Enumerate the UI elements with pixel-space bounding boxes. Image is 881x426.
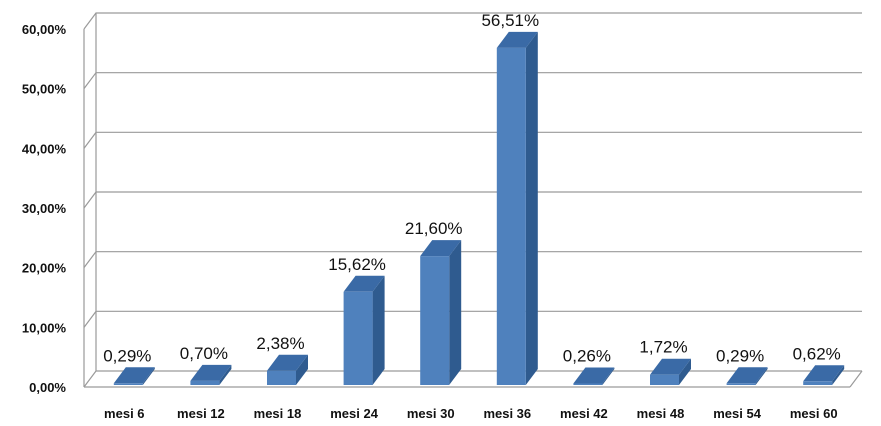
data-label: 0,70% (180, 344, 228, 363)
x-tick-label: mesi 18 (254, 406, 302, 421)
bar (573, 367, 615, 385)
gridline (83, 131, 862, 149)
bar (113, 367, 155, 385)
data-label: 1,72% (639, 338, 687, 357)
y-tick-label: 50,00% (22, 82, 67, 97)
bar-top (113, 367, 155, 384)
bar-side (755, 367, 768, 385)
x-tick-label: mesi 6 (104, 406, 144, 421)
x-tick-label: mesi 36 (483, 406, 531, 421)
gridline (83, 12, 862, 30)
bar-side (679, 358, 691, 385)
data-label: 21,60% (405, 219, 463, 238)
gridline (83, 310, 862, 328)
data-label: 0,62% (793, 344, 841, 363)
y-axis: 0,00% 10,00% 20,00% 30,00% 40,00% 50,00% 60,00… (22, 22, 67, 395)
gridline (83, 72, 862, 90)
floor-side-edge (849, 370, 863, 388)
bar (420, 240, 462, 385)
bar-side (219, 364, 232, 385)
bar-front (267, 370, 296, 385)
labels-layer: 0,29% mesi 6 0,70% mesi 12 2,38% mesi 18 15,62… (103, 11, 841, 421)
x-tick-label: mesi 12 (177, 406, 225, 421)
x-tick-label: mesi 54 (713, 406, 761, 421)
bar-front (803, 381, 833, 385)
grid-layer (83, 12, 863, 388)
y-tick-label: 40,00% (22, 141, 67, 156)
bar-side (296, 354, 308, 385)
gridline (83, 191, 862, 209)
data-label: 56,51% (481, 11, 539, 30)
bar-front (573, 383, 603, 385)
bar-top (496, 31, 538, 48)
x-tick-label: mesi 42 (560, 406, 608, 421)
y-tick-label: 30,00% (22, 201, 67, 216)
gridline (83, 251, 862, 269)
bar-top (726, 367, 768, 384)
data-label: 15,62% (328, 255, 386, 274)
x-tick-label: mesi 30 (407, 406, 455, 421)
bar-front (343, 291, 373, 385)
y-tick-label: 20,00% (22, 261, 67, 276)
bar (343, 275, 385, 385)
bar-side (449, 240, 462, 385)
bar-front (420, 256, 450, 385)
y-tick-label: 60,00% (22, 22, 67, 37)
x-tick-label: mesi 24 (330, 406, 378, 421)
data-label: 0,29% (716, 346, 764, 365)
bar-side (142, 367, 155, 385)
x-tick-label: mesi 60 (790, 406, 838, 421)
bar-top (803, 365, 845, 382)
y-tick-label: 0,00% (29, 380, 66, 395)
bar-top (190, 364, 232, 381)
bar-side (602, 367, 615, 385)
x-tick-label: mesi 48 (637, 406, 685, 421)
bar-front (726, 383, 756, 385)
data-label: 2,38% (256, 334, 304, 353)
bar (650, 358, 691, 385)
bar (267, 354, 308, 385)
bars-layer (113, 31, 845, 385)
data-label: 0,29% (103, 346, 151, 365)
bar-side (372, 275, 385, 385)
bar-top (420, 240, 462, 257)
bar-front (190, 380, 220, 385)
bar-front (496, 47, 526, 385)
bar (803, 365, 845, 385)
bar (726, 367, 768, 385)
bar-top (267, 354, 308, 371)
bar (190, 364, 232, 385)
bar-side (832, 365, 845, 385)
bar-top (573, 367, 615, 384)
bar-top (650, 358, 691, 375)
bar-side (525, 31, 538, 385)
bar-front (650, 374, 679, 385)
data-label: 0,26% (563, 346, 611, 365)
bar-front (113, 383, 143, 385)
bar-top (343, 275, 385, 292)
y-tick-label: 10,00% (22, 320, 67, 335)
bar (496, 31, 538, 385)
